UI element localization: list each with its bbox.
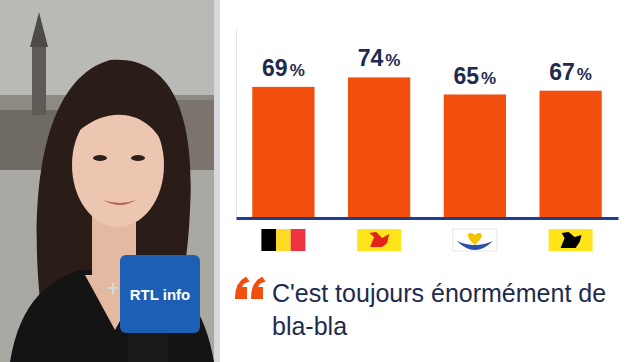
quote-panel	[220, 262, 644, 362]
data-labels: 69% 74% 65% 67%	[262, 45, 592, 88]
hair-front	[70, 90, 167, 150]
data-label: 67%	[549, 59, 592, 85]
flag-field	[549, 229, 593, 251]
flag-stripe	[261, 229, 276, 251]
y-axis	[236, 29, 237, 219]
data-label: 65%	[454, 63, 497, 89]
flags	[261, 229, 592, 251]
bars	[252, 77, 601, 218]
sky	[0, 0, 214, 362]
lion	[561, 232, 582, 248]
flag-field	[357, 229, 401, 251]
spire	[30, 12, 48, 47]
separator	[214, 0, 220, 362]
quote-mark	[236, 278, 264, 298]
tower	[32, 45, 46, 115]
flag-stripe	[291, 229, 306, 251]
chart-panel	[220, 0, 644, 262]
bar	[348, 77, 410, 218]
flag-field	[453, 229, 497, 251]
flag-stripe	[276, 229, 291, 251]
cross	[108, 287, 118, 289]
quote: C'est toujours énormément de bla-bla	[272, 279, 613, 340]
x-axis-line	[237, 217, 619, 220]
data-label: 74%	[358, 45, 401, 71]
flag	[357, 229, 401, 251]
eye	[131, 155, 145, 161]
mic-handle	[128, 330, 168, 362]
mic-label: RTL info	[130, 286, 191, 303]
data-label: 69%	[262, 55, 305, 81]
photo: RTL info	[0, 0, 214, 362]
iris	[468, 233, 482, 245]
x-axis	[237, 218, 619, 219]
y-axis-line	[236, 29, 237, 219]
flag	[453, 229, 497, 251]
bar	[444, 95, 506, 219]
canvas: RTL info 69% 74% 65% 67% C'est toujours énorm…	[0, 0, 644, 362]
rooster	[369, 232, 389, 247]
eye	[93, 155, 107, 161]
flag	[261, 229, 305, 251]
bar	[252, 87, 314, 218]
mouth	[103, 200, 136, 205]
bar	[539, 91, 601, 218]
quote-glyph	[252, 278, 264, 298]
quote-glyph	[236, 278, 248, 298]
flag	[549, 229, 593, 251]
mic-flag	[120, 255, 200, 333]
